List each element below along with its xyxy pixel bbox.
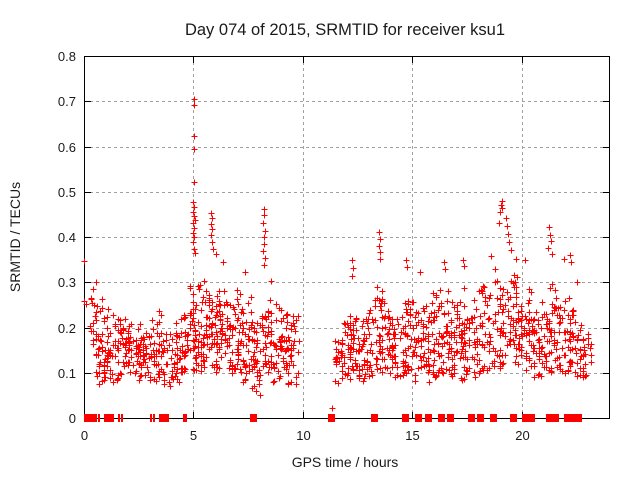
- zero-marker-cluster: [438, 414, 445, 422]
- y-tick-label: 0.1: [58, 366, 76, 381]
- zero-marker-single: [185, 414, 187, 422]
- zero-marker-cluster: [402, 414, 409, 422]
- y-tick-label: 0.4: [58, 230, 76, 245]
- zero-marker-cluster: [468, 414, 475, 422]
- zero-marker-cluster: [564, 414, 571, 422]
- zero-marker-cluster: [571, 414, 578, 422]
- zero-marker-cluster: [89, 414, 96, 422]
- zero-marker-single: [118, 414, 120, 422]
- zero-marker-cluster: [552, 414, 559, 422]
- zero-marker-cluster: [510, 414, 517, 422]
- tick-labels: 0 0.1 0.2 0.3 0.4 0.5 0.6 0.7 0.8 0 5 10 15 20: [58, 49, 530, 443]
- y-tick-label: 0.3: [58, 275, 76, 290]
- zero-marker-cluster: [425, 414, 432, 422]
- y-tick-label: 0.6: [58, 140, 76, 155]
- zero-marker-single: [98, 414, 100, 422]
- zero-marker-cluster: [415, 414, 422, 422]
- zero-marker-cluster: [250, 414, 257, 422]
- y-axis-label: SRMTID / TECUs: [7, 182, 23, 292]
- y-tick-label: 0.2: [58, 321, 76, 336]
- zero-marker-single: [153, 414, 155, 422]
- zero-marker-cluster: [328, 414, 335, 422]
- zero-marker-cluster: [371, 414, 378, 422]
- zero-marker-single: [183, 414, 185, 422]
- zero-marker-single: [580, 414, 582, 422]
- x-tick-label: 0: [81, 428, 88, 443]
- zero-marker-cluster: [490, 414, 497, 422]
- zero-marker-single: [578, 414, 580, 422]
- plot-frame-and-ticks: [84, 56, 610, 419]
- y-tick-label: 0.7: [58, 94, 76, 109]
- zero-marker-cluster: [528, 414, 535, 422]
- y-tick-label: 0.5: [58, 185, 76, 200]
- y-tick-label: 0.8: [58, 49, 76, 64]
- chart-title: Day 074 of 2015, SRMTID for receiver ksu…: [185, 21, 505, 39]
- scatter-points: [81, 96, 595, 412]
- x-tick-label: 10: [296, 428, 310, 443]
- x-tick-label: 5: [190, 428, 197, 443]
- x-axis-label: GPS time / hours: [292, 454, 399, 470]
- zero-marker-cluster: [477, 414, 484, 422]
- scatter-series-red-plus: [81, 96, 595, 422]
- zero-marker-single: [121, 414, 123, 422]
- zero-marker-single: [95, 414, 97, 422]
- x-tick-label: 15: [405, 428, 419, 443]
- zero-marker-cluster: [107, 414, 114, 422]
- y-tick-label: 0: [69, 411, 76, 426]
- zero-marker-cluster: [522, 414, 529, 422]
- x-tick-label: 20: [515, 428, 529, 443]
- zero-marker-single: [150, 414, 152, 422]
- zero-marker-cluster: [546, 414, 553, 422]
- zero-marker-cluster: [162, 414, 169, 422]
- zero-marker-cluster: [447, 414, 454, 422]
